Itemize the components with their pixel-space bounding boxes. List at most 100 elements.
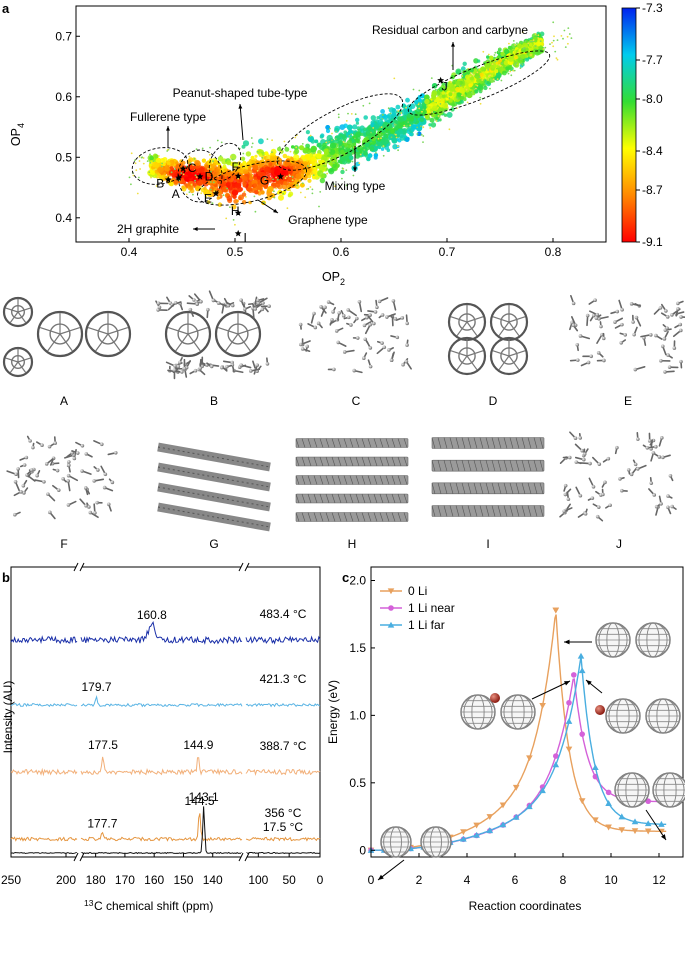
x-tick-label: 0.6 xyxy=(333,245,350,259)
atom xyxy=(679,359,683,364)
density-dot xyxy=(440,98,445,103)
density-dot xyxy=(311,188,314,191)
density-dot xyxy=(496,55,501,59)
temperature-label: 17.5 °C xyxy=(263,820,303,834)
density-dot xyxy=(363,127,367,132)
density-dot xyxy=(209,166,212,169)
density-dot xyxy=(328,140,330,143)
density-dot xyxy=(430,77,433,79)
atom xyxy=(323,305,327,310)
density-dot xyxy=(292,164,298,170)
annotation-arrowhead xyxy=(273,208,278,213)
density-dot xyxy=(337,113,340,116)
colorbar: -7.3 -7.7 -8.0 -8.4 -8.7 -9.1 xyxy=(621,1,663,249)
atom xyxy=(663,370,667,374)
density-dot xyxy=(140,156,143,159)
density-dot xyxy=(427,103,434,110)
density-dot xyxy=(192,193,194,196)
x-tick-label: 10 xyxy=(604,873,618,887)
panel-c: c 0 2 4 6 8 10 12 0 0.5 1.0 1.5 2.0 0 Li 1 Li near 1 … xyxy=(326,566,685,913)
density-dot xyxy=(435,120,438,122)
atom xyxy=(72,456,77,461)
density-dot xyxy=(431,105,438,112)
density-dot xyxy=(560,35,563,37)
density-dot xyxy=(181,185,185,190)
density-dot xyxy=(488,55,494,61)
density-dot xyxy=(419,93,425,99)
density-dot xyxy=(437,115,440,117)
density-dot xyxy=(128,176,131,179)
structure-g: G xyxy=(157,442,271,551)
atom xyxy=(571,323,576,328)
x-axis-label-sub: 2 xyxy=(340,277,345,287)
density-dot xyxy=(196,180,201,186)
density-dot xyxy=(286,207,289,210)
colorbar-tick-label: -8.0 xyxy=(642,92,663,106)
density-dot xyxy=(307,135,314,143)
density-dot xyxy=(313,152,315,155)
density-dot xyxy=(195,165,199,169)
atom xyxy=(35,473,39,478)
density-dot xyxy=(409,116,415,122)
density-dot xyxy=(485,60,488,62)
density-dot xyxy=(180,172,183,175)
structure-label: G xyxy=(209,537,218,551)
density-dot xyxy=(445,97,449,101)
density-dot xyxy=(479,102,482,105)
atom xyxy=(601,492,605,497)
point-label: G xyxy=(260,174,269,188)
structure-j: J xyxy=(559,431,677,551)
series-marker xyxy=(592,764,599,770)
atom xyxy=(389,358,394,363)
series-marker xyxy=(618,813,626,820)
colorbar-tick-label: -9.1 xyxy=(642,235,663,249)
atom xyxy=(670,313,674,317)
density-dot xyxy=(528,43,533,47)
density-dot xyxy=(350,113,353,115)
density-dot xyxy=(164,166,170,172)
structure-a: A xyxy=(2,296,132,408)
legend: 0 Li 1 Li near 1 Li far xyxy=(380,584,455,632)
density-dot xyxy=(507,55,515,62)
density-dot xyxy=(431,93,437,99)
atom xyxy=(331,310,335,314)
density-dot xyxy=(190,183,193,186)
density-dot xyxy=(372,127,375,129)
density-dot xyxy=(429,127,432,129)
density-dot xyxy=(390,129,395,134)
graphene-layer xyxy=(431,437,545,449)
atom xyxy=(316,321,321,326)
density-dot xyxy=(520,53,526,60)
annotation-arrowhead xyxy=(166,126,170,131)
density-dot xyxy=(390,118,394,122)
density-dot xyxy=(288,191,294,197)
density-dot xyxy=(182,173,185,176)
spectrum-series: 177.5 144.9 388.7 °C xyxy=(10,738,321,777)
density-dot xyxy=(553,35,555,38)
structure-thumbnails: A B C D E F G H I J xyxy=(2,290,685,551)
density-dot xyxy=(343,155,350,162)
atom xyxy=(657,455,662,459)
density-dot xyxy=(221,181,227,187)
atom xyxy=(597,462,602,466)
density-dot xyxy=(153,169,155,171)
point-label: B xyxy=(156,177,164,191)
density-dot xyxy=(230,153,237,161)
density-dot xyxy=(530,54,532,56)
atom xyxy=(665,326,669,330)
atom xyxy=(176,364,181,369)
x-tick-label: 12 xyxy=(652,873,666,887)
density-dot xyxy=(488,75,490,77)
density-dot xyxy=(513,55,518,60)
atom xyxy=(83,486,88,490)
density-dot xyxy=(288,174,291,177)
density-dot xyxy=(362,104,365,107)
atom xyxy=(603,480,607,485)
density-dot xyxy=(317,170,324,177)
density-dot xyxy=(222,164,227,169)
density-dot xyxy=(491,63,494,65)
density-dot xyxy=(475,87,477,90)
density-dot xyxy=(407,113,412,119)
density-dot xyxy=(328,159,332,164)
density-dot xyxy=(487,53,490,56)
